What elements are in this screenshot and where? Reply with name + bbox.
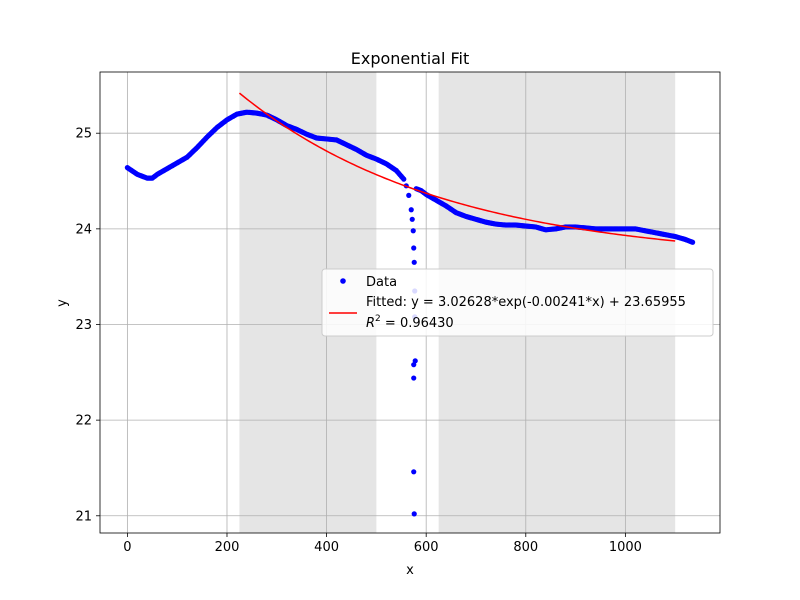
data-point <box>409 216 415 222</box>
data-point <box>411 375 417 381</box>
data-point <box>411 245 417 251</box>
fit-curve <box>238 92 676 242</box>
x-axis-label: x <box>406 563 414 578</box>
legend-r2-symbol: R <box>366 316 375 331</box>
x-tick-label: 1000 <box>609 540 642 555</box>
x-tick-label: 400 <box>314 540 339 555</box>
x-tick-label: 0 <box>123 540 131 555</box>
legend-data-marker <box>340 278 346 284</box>
data-point <box>408 207 414 213</box>
y-axis-label: y <box>55 299 70 307</box>
legend-r2-superscript: 2 <box>375 314 381 324</box>
legend: Data Fitted: y = 3.02628*exp(-0.00241*x)… <box>321 268 714 337</box>
x-tick-label: 200 <box>215 540 240 555</box>
fit-series <box>238 92 676 242</box>
data-point <box>411 362 417 368</box>
y-tick-label: 23 <box>75 318 92 333</box>
legend-item-data: Data <box>366 275 397 290</box>
x-tick-label: 800 <box>513 540 538 555</box>
legend-item-r2: R2 = 0.96430 <box>366 314 454 331</box>
x-tick-label: 600 <box>414 540 439 555</box>
data-point <box>401 176 407 182</box>
legend-r2-value: = 0.96430 <box>381 316 454 331</box>
data-point <box>411 469 417 475</box>
y-tick-label: 25 <box>75 127 92 142</box>
data-point <box>690 239 696 245</box>
y-tick-label: 21 <box>75 509 92 524</box>
legend-box <box>321 268 714 337</box>
data-point <box>411 511 417 517</box>
axes: 0 200 400 600 800 1000 21 22 23 24 25 <box>75 71 721 555</box>
y-tick-label: 22 <box>75 414 92 429</box>
y-tick-label: 24 <box>75 222 92 237</box>
data-point <box>410 228 416 234</box>
legend-item-fit: Fitted: y = 3.02628*exp(-0.00241*x) + 23… <box>366 295 686 310</box>
chart-title: Exponential Fit <box>351 49 469 68</box>
data-point <box>411 259 417 265</box>
data-point <box>406 192 412 198</box>
plot-frame <box>99 71 721 534</box>
